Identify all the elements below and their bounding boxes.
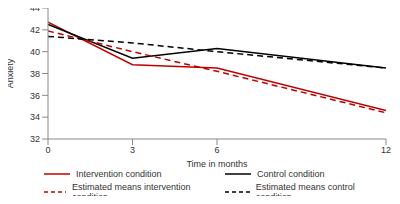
svg-text:3: 3 [130,145,135,155]
svg-text:Anxiety: Anxiety [8,58,15,88]
svg-text:32: 32 [30,134,40,144]
svg-text:42: 42 [30,25,40,35]
svg-text:0: 0 [45,145,50,155]
svg-text:40: 40 [30,47,40,57]
html-text:Estimated means control condit: Estimated means control condition [255,182,355,202]
svg-text:38: 38 [30,69,40,79]
html-text:Estimated means intervention c: Estimated means intervention condition [72,182,191,202]
svg-text:44: 44 [30,8,40,13]
svg-text:36: 36 [30,91,40,101]
svg-text:34: 34 [30,112,40,122]
svg-text:Time in months: Time in months [186,159,248,169]
html-text:Control condition: Control condition [257,169,325,179]
svg-text:6: 6 [214,145,219,155]
html-text:Intervention condition: Intervention condition [76,169,162,179]
svg-text:12: 12 [381,145,391,155]
